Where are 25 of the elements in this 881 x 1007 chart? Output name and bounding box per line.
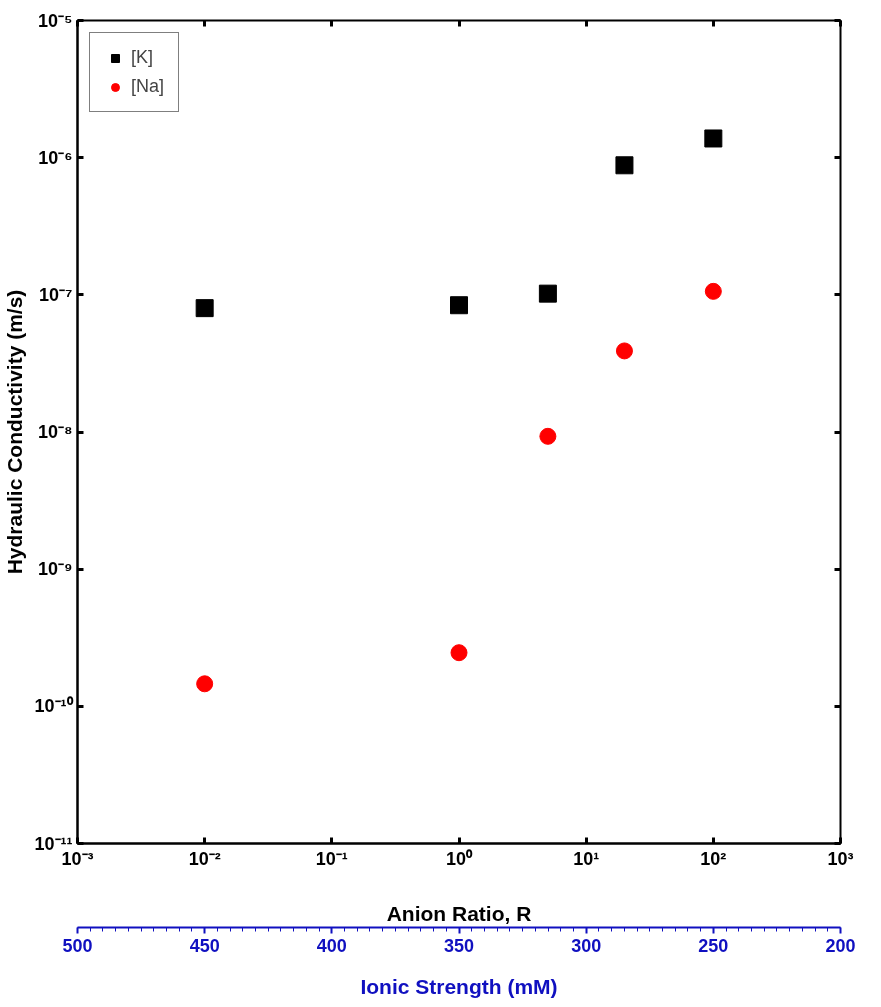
y-tick-label: 10⁻⁷ bbox=[39, 284, 73, 305]
x2-axis-title: Ionic Strength (mM) bbox=[360, 974, 558, 998]
x-tick-label: 10⁻¹ bbox=[315, 848, 348, 869]
y-tick-label: 10⁻⁸ bbox=[37, 422, 73, 442]
y-tick-label: 10⁻⁶ bbox=[38, 147, 73, 168]
x-tick-label: 10³ bbox=[827, 848, 854, 869]
x2-tick-label: 450 bbox=[189, 935, 220, 956]
x2-tick-label: 350 bbox=[443, 935, 475, 956]
y-tick-label: 10⁻⁹ bbox=[37, 559, 73, 580]
x2-tick-label: 200 bbox=[825, 935, 856, 956]
legend-label: [Na] bbox=[131, 76, 165, 97]
x-axis-title: Anion Ratio, R bbox=[386, 901, 532, 925]
y-axis-title: Hydraulic Conductivity (m/s) bbox=[3, 289, 27, 575]
x2-tick-label: 500 bbox=[62, 935, 93, 956]
x-tick-label: 10⁻³ bbox=[61, 848, 94, 869]
x-tick-label: 10¹ bbox=[573, 848, 600, 869]
x-tick-label: 10² bbox=[700, 848, 727, 869]
x-tick-label: 10⁻² bbox=[188, 848, 221, 869]
legend-label: [K] bbox=[131, 47, 154, 68]
x2-tick-label: 300 bbox=[571, 935, 602, 956]
x-tick-label: 10⁰ bbox=[445, 848, 474, 869]
y-tick-label: 10⁻⁵ bbox=[38, 10, 73, 31]
x2-tick-label: 400 bbox=[316, 935, 347, 956]
y-tick-label: 10⁻¹⁰ bbox=[34, 696, 74, 717]
x2-tick-label: 250 bbox=[698, 935, 729, 956]
